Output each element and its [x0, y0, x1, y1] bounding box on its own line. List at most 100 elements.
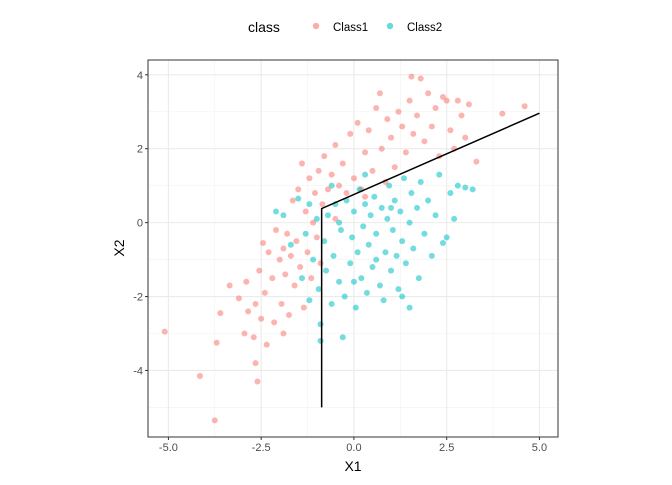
data-point-class1 [406, 97, 413, 104]
data-point-class2 [363, 289, 370, 296]
data-point-class1 [250, 334, 257, 341]
legend-label-class2: Class2 [407, 22, 442, 34]
data-point-class2 [362, 171, 369, 178]
data-point-class2 [287, 241, 294, 248]
data-point-class1 [319, 201, 326, 208]
data-point-class1 [421, 138, 428, 145]
data-point-class1 [454, 97, 461, 104]
data-point-class1 [287, 252, 294, 259]
data-point-class2 [417, 178, 424, 185]
data-point-class2 [378, 204, 385, 211]
data-point-class1 [302, 208, 309, 215]
data-point-class1 [263, 341, 270, 348]
decision-boundary [320, 112, 540, 408]
x-tick-label: 5.0 [532, 442, 547, 454]
data-point-class1 [347, 130, 354, 137]
data-point-class1 [280, 245, 287, 252]
data-point-class1 [432, 105, 439, 112]
data-point-class2 [323, 267, 330, 274]
data-point-class1 [388, 134, 395, 141]
data-point-class1 [313, 234, 320, 241]
data-point-class1 [417, 75, 424, 82]
data-point-class1 [321, 153, 328, 160]
data-point-class1 [261, 289, 268, 296]
data-point-class1 [324, 186, 331, 193]
data-point-class2 [469, 186, 476, 193]
data-point-class2 [415, 275, 422, 282]
data-point-class1 [499, 110, 506, 117]
legend-key-class2 [386, 22, 394, 30]
data-point-class1 [241, 330, 248, 337]
data-point-class1 [462, 134, 469, 141]
x-tick-label: 0.0 [346, 442, 361, 454]
data-point-class1 [298, 160, 305, 167]
data-point-class2 [352, 304, 359, 311]
data-point-class2 [317, 337, 324, 344]
data-point-class1 [362, 149, 369, 156]
data-point-class1 [260, 239, 267, 246]
data-point-class1 [276, 256, 283, 263]
data-point-class1 [328, 171, 335, 178]
data-point-class1 [428, 123, 435, 130]
data-point-class2 [462, 184, 469, 191]
panel-background [148, 60, 558, 437]
data-point-class1 [284, 230, 291, 237]
data-point-class1 [226, 282, 233, 289]
data-point-class2 [402, 260, 409, 267]
data-point-class2 [399, 293, 406, 300]
data-point-class1 [425, 90, 432, 97]
grid [148, 60, 558, 437]
data-point-class2 [401, 175, 408, 182]
data-point-class1 [280, 330, 287, 337]
data-point-class1 [410, 130, 417, 137]
data-point-class2 [350, 208, 357, 215]
data-point-class2 [369, 263, 376, 270]
panel-border [147, 59, 559, 438]
data-point-class1 [521, 103, 528, 110]
data-point-class2 [388, 204, 395, 211]
data-point-class1 [265, 249, 272, 256]
points [161, 73, 528, 424]
data-point-class1 [473, 158, 480, 165]
data-point-class2 [376, 282, 383, 289]
data-point-class2 [354, 249, 361, 256]
data-point-class2 [395, 286, 402, 293]
data-point-class2 [317, 321, 324, 328]
data-point-class1 [354, 119, 361, 126]
data-point-class1 [362, 193, 369, 200]
data-point-class2 [295, 195, 302, 202]
data-point-class2 [360, 223, 367, 230]
data-point-class2 [330, 252, 337, 259]
data-point-class2 [315, 286, 322, 293]
data-point-class1 [285, 312, 292, 319]
data-point-class1 [391, 164, 398, 171]
boundary-line [320, 112, 540, 408]
x-tick-label: -5.0 [159, 442, 178, 454]
data-point-class1 [308, 275, 315, 282]
data-point-class2 [406, 219, 413, 226]
data-point-class1 [399, 123, 406, 130]
data-point-class1 [395, 108, 402, 115]
data-point-class1 [235, 295, 242, 302]
legend: class Class1 Class2 [248, 19, 442, 35]
data-point-class1 [458, 112, 465, 119]
data-point-class2 [328, 182, 335, 189]
data-point-class1 [384, 116, 391, 123]
data-point-class2 [339, 334, 346, 341]
data-point-class2 [302, 230, 309, 237]
data-point-class1 [369, 167, 376, 174]
data-point-class2 [447, 190, 454, 197]
data-point-class1 [289, 197, 296, 204]
x-tick-label: -2.5 [252, 442, 271, 454]
y-axis-title: X2 [111, 239, 127, 256]
data-point-class1 [376, 90, 383, 97]
legend-key-class1 [312, 22, 320, 30]
data-point-class2 [328, 300, 335, 307]
data-point-class1 [365, 127, 372, 134]
data-point-class1 [269, 275, 276, 282]
data-point-class2 [358, 275, 365, 282]
data-point-class1 [271, 319, 278, 326]
data-point-class1 [295, 186, 302, 193]
data-point-class2 [454, 182, 461, 189]
axes: -5.0 -2.5 0.0 2.5 5.0 -4 -2 0 2 4 [133, 70, 547, 454]
